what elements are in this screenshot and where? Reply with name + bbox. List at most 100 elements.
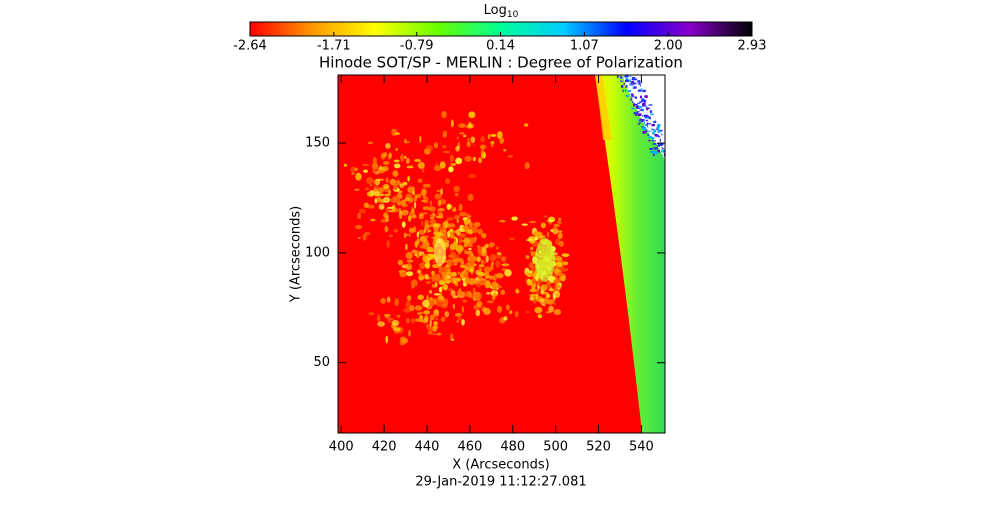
feature [373, 185, 380, 193]
x-tick-label: 540 [629, 440, 654, 455]
feature [514, 310, 519, 318]
feature [500, 289, 506, 296]
speck [641, 114, 643, 117]
feature [410, 317, 416, 324]
speck [639, 95, 642, 99]
colorbar-tick-label: -0.79 [400, 39, 434, 54]
feature [419, 262, 426, 270]
feature [432, 333, 437, 336]
feature [427, 326, 434, 331]
feature [477, 271, 485, 277]
feature [449, 154, 454, 163]
feature [458, 123, 466, 128]
feature [425, 144, 434, 152]
speck [630, 93, 634, 96]
speck [647, 123, 651, 125]
y-tick-label: 50 [313, 355, 330, 370]
feature [385, 335, 389, 344]
feature [466, 213, 470, 221]
speck [631, 107, 635, 110]
feature [411, 208, 415, 213]
speck [620, 80, 624, 82]
feature [461, 305, 464, 314]
feature [418, 229, 426, 235]
feature [483, 266, 492, 273]
feature [552, 293, 556, 301]
feature [529, 288, 538, 293]
feature [553, 255, 562, 262]
y-tick-label: 100 [305, 245, 330, 260]
feature [417, 294, 424, 300]
feature [414, 240, 419, 248]
feature [469, 266, 475, 269]
feature [450, 338, 455, 341]
feature [444, 178, 451, 184]
feature-core [535, 238, 555, 282]
feature [441, 267, 447, 272]
speck [623, 82, 625, 86]
feature [406, 165, 414, 169]
speck [647, 130, 652, 132]
feature [408, 233, 411, 237]
feature [411, 249, 418, 254]
speck [654, 140, 657, 142]
feature [399, 183, 404, 189]
colorbar-tick-label: -1.71 [317, 39, 351, 54]
speck [623, 76, 626, 78]
feature [393, 195, 401, 204]
speck [637, 80, 641, 83]
feature [382, 161, 390, 165]
feature [407, 295, 412, 301]
feature [394, 132, 400, 135]
image [338, 75, 670, 433]
speck [654, 121, 656, 123]
feature [370, 189, 374, 195]
feature [441, 271, 447, 279]
feature [468, 278, 476, 286]
feature [369, 184, 373, 187]
feature [423, 196, 429, 204]
feature [472, 156, 476, 162]
feature [503, 149, 507, 152]
feature [548, 288, 555, 292]
feature [383, 212, 388, 219]
feature [393, 163, 401, 169]
feature [488, 242, 495, 248]
feature [429, 219, 437, 225]
feature [456, 290, 463, 296]
feature [414, 158, 422, 163]
feature [546, 231, 550, 238]
speck [652, 147, 654, 149]
feature [463, 237, 471, 245]
feature [499, 137, 505, 143]
feature [366, 204, 375, 209]
feature [476, 301, 483, 308]
feature [425, 235, 430, 238]
feature [422, 299, 430, 308]
feature [545, 293, 551, 299]
feature [444, 274, 452, 279]
speck [625, 85, 628, 88]
feature [484, 280, 491, 289]
colorbar-tick-label: 2.00 [654, 39, 683, 54]
speck [667, 149, 670, 151]
feature [449, 251, 457, 260]
feature [480, 136, 486, 143]
feature [456, 319, 460, 323]
speck [635, 111, 639, 115]
feature [377, 321, 385, 327]
feature [362, 233, 367, 241]
speck [654, 133, 658, 137]
feature [498, 219, 506, 223]
speck [639, 120, 641, 124]
speck [635, 114, 639, 116]
speck [632, 94, 634, 97]
speck [652, 132, 655, 135]
feature [485, 255, 489, 263]
colorbar-label: Log10 [484, 3, 519, 20]
feature [467, 258, 471, 262]
speck [643, 121, 645, 125]
x-axis-label: X (Arcseconds) [452, 458, 549, 473]
speck [642, 89, 646, 93]
